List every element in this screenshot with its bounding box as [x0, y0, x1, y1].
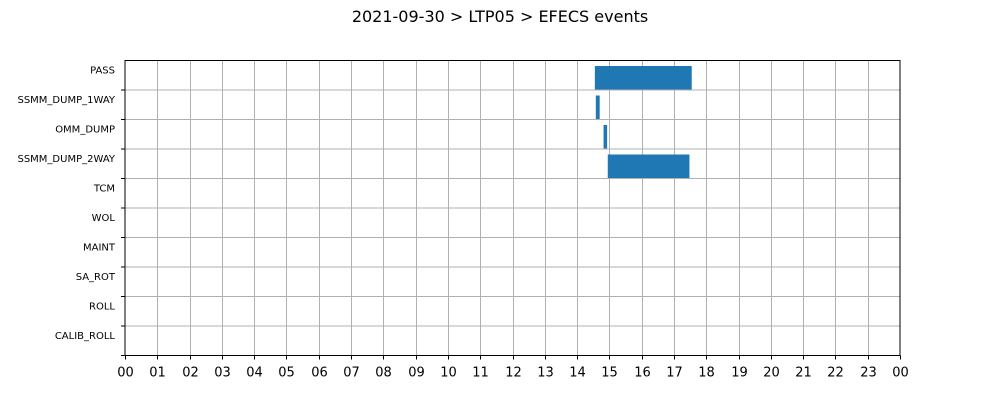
- x-tick-label: 23: [860, 366, 877, 381]
- x-tick-label: 07: [343, 366, 360, 381]
- x-tick-label: 06: [311, 366, 328, 381]
- x-tick-label: 15: [601, 366, 618, 381]
- x-tick-label: 12: [505, 366, 522, 381]
- x-tick-label: 21: [795, 366, 812, 381]
- y-axis: PASS SSMM_DUMP_1WAY OMM_DUMP SSMM_DUMP_2WAY…: [17, 65, 125, 356]
- x-tick-label: 19: [731, 366, 748, 381]
- x-tick-label: 22: [827, 366, 844, 381]
- y-tick-label: ROLL: [89, 301, 115, 312]
- y-tick-label: SSMM_DUMP_1WAY: [17, 95, 115, 106]
- x-axis: 00 01 02 03 04 05 06 07 08 09 10 11 12 13 14 15 16 17 18 19…: [117, 355, 909, 381]
- x-tick-label: 16: [634, 366, 651, 381]
- x-tick-label: 03: [214, 366, 231, 381]
- x-tick-label: 20: [763, 366, 780, 381]
- y-tick-label: MAINT: [83, 242, 116, 253]
- event-bar-ssmm-dump-1way: [595, 95, 600, 119]
- event-bars: [594, 66, 692, 178]
- event-bar-omm-dump: [603, 125, 608, 149]
- event-bar-pass: [594, 66, 692, 90]
- y-tick-label: WOL: [92, 213, 116, 224]
- x-tick-label: 05: [278, 366, 295, 381]
- x-tick-label: 02: [182, 366, 199, 381]
- y-tick-label: SA_ROT: [76, 272, 116, 283]
- event-bar-ssmm-dump-2way: [607, 154, 690, 178]
- x-tick-label: 09: [408, 366, 425, 381]
- x-tick-label: 00: [892, 366, 909, 381]
- plot-frame: [124, 60, 901, 356]
- x-tick-label: 17: [666, 366, 683, 381]
- x-tick-label: 00: [117, 366, 134, 381]
- y-tick-label: SSMM_DUMP_2WAY: [17, 154, 115, 165]
- y-tick-label: TCM: [93, 183, 115, 194]
- x-tick-label: 13: [537, 366, 554, 381]
- x-tick-label: 01: [149, 366, 166, 381]
- x-tick-label: 18: [698, 366, 715, 381]
- chart-title: 2021-09-30 > LTP05 > EFECS events: [352, 7, 648, 26]
- x-tick-label: 04: [246, 366, 263, 381]
- grid-lines: [125, 60, 900, 356]
- x-tick-label: 11: [472, 366, 489, 381]
- y-tick-label: PASS: [90, 65, 115, 76]
- y-tick-label: CALIB_ROLL: [55, 331, 116, 342]
- x-tick-label: 10: [440, 366, 457, 381]
- y-tick-label: OMM_DUMP: [55, 124, 115, 135]
- x-tick-label: 08: [375, 366, 392, 381]
- x-tick-label: 14: [569, 366, 586, 381]
